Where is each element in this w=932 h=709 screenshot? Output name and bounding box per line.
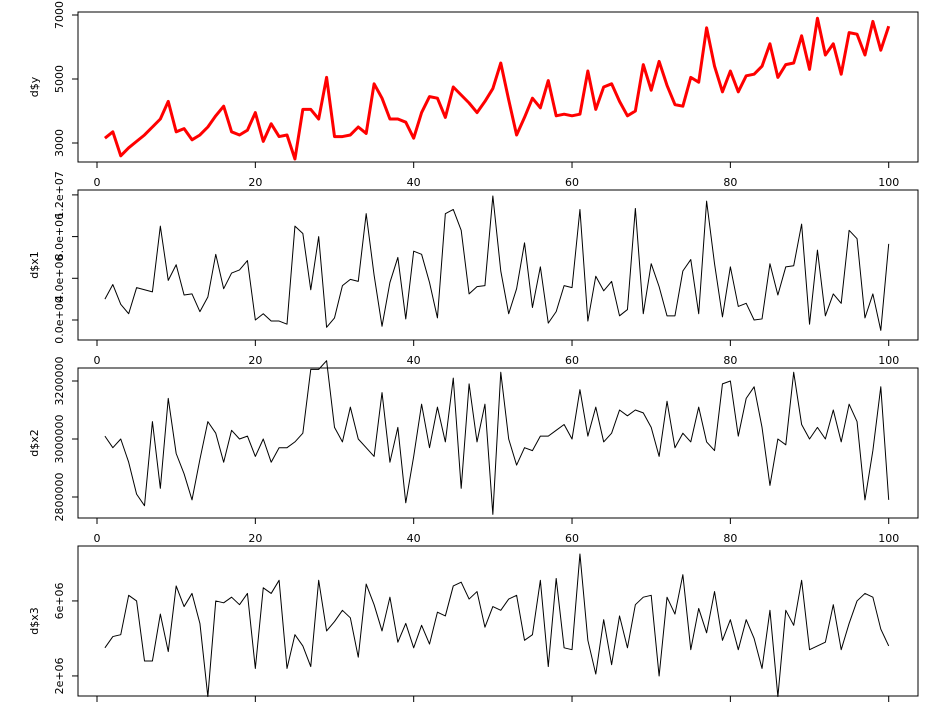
y-tick-label: 1.2e+07 bbox=[53, 171, 66, 218]
data-line bbox=[104, 553, 890, 698]
x-tick-label: 20 bbox=[248, 532, 262, 545]
x-tick-label: 20 bbox=[248, 176, 262, 189]
y-axis-label: d$x3 bbox=[28, 607, 41, 635]
y-axis-label: d$x2 bbox=[28, 429, 41, 457]
y-tick-label: 3000 bbox=[53, 129, 66, 157]
x-tick-label: 0 bbox=[94, 354, 101, 367]
x-tick-label: 60 bbox=[565, 354, 579, 367]
data-line bbox=[103, 16, 891, 161]
x-tick-label: 0 bbox=[94, 532, 101, 545]
data-line bbox=[104, 360, 890, 515]
x-tick-label: 80 bbox=[723, 354, 737, 367]
y-tick-label: 5000 bbox=[53, 65, 66, 93]
y-tick-label: 7000 bbox=[53, 1, 66, 29]
x-tick-label: 20 bbox=[248, 354, 262, 367]
plot-box bbox=[77, 545, 919, 697]
x-tick-label: 100 bbox=[878, 176, 899, 189]
y-tick-label: 8.0e+06 bbox=[53, 213, 66, 260]
plot-box bbox=[77, 11, 919, 163]
x-tick-label: 60 bbox=[565, 176, 579, 189]
x-tick-label: 0 bbox=[94, 176, 101, 189]
y-tick-label: 3200000 bbox=[53, 356, 66, 405]
y-tick-label: 0.0e+00 bbox=[53, 296, 66, 343]
y-tick-label: 2e+06 bbox=[53, 657, 66, 694]
y-axis-label: d$x1 bbox=[28, 251, 41, 279]
y-tick-label: 6e+06 bbox=[53, 582, 66, 619]
x-tick-label: 80 bbox=[723, 532, 737, 545]
x-tick-label: 100 bbox=[878, 354, 899, 367]
x-tick-label: 40 bbox=[407, 176, 421, 189]
y-axis-label: d$y bbox=[28, 76, 41, 97]
x-tick-label: 60 bbox=[565, 532, 579, 545]
x-tick-label: 80 bbox=[723, 176, 737, 189]
y-tick-label: 4.0e+06 bbox=[53, 255, 66, 302]
plot-box bbox=[77, 189, 919, 341]
x-tick-label: 100 bbox=[878, 532, 899, 545]
y-tick-label: 2800000 bbox=[53, 473, 66, 522]
x-tick-label: 40 bbox=[407, 354, 421, 367]
data-line bbox=[104, 195, 890, 331]
plot-box bbox=[77, 367, 919, 519]
x-tick-label: 40 bbox=[407, 532, 421, 545]
y-tick-label: 3000000 bbox=[53, 414, 66, 463]
